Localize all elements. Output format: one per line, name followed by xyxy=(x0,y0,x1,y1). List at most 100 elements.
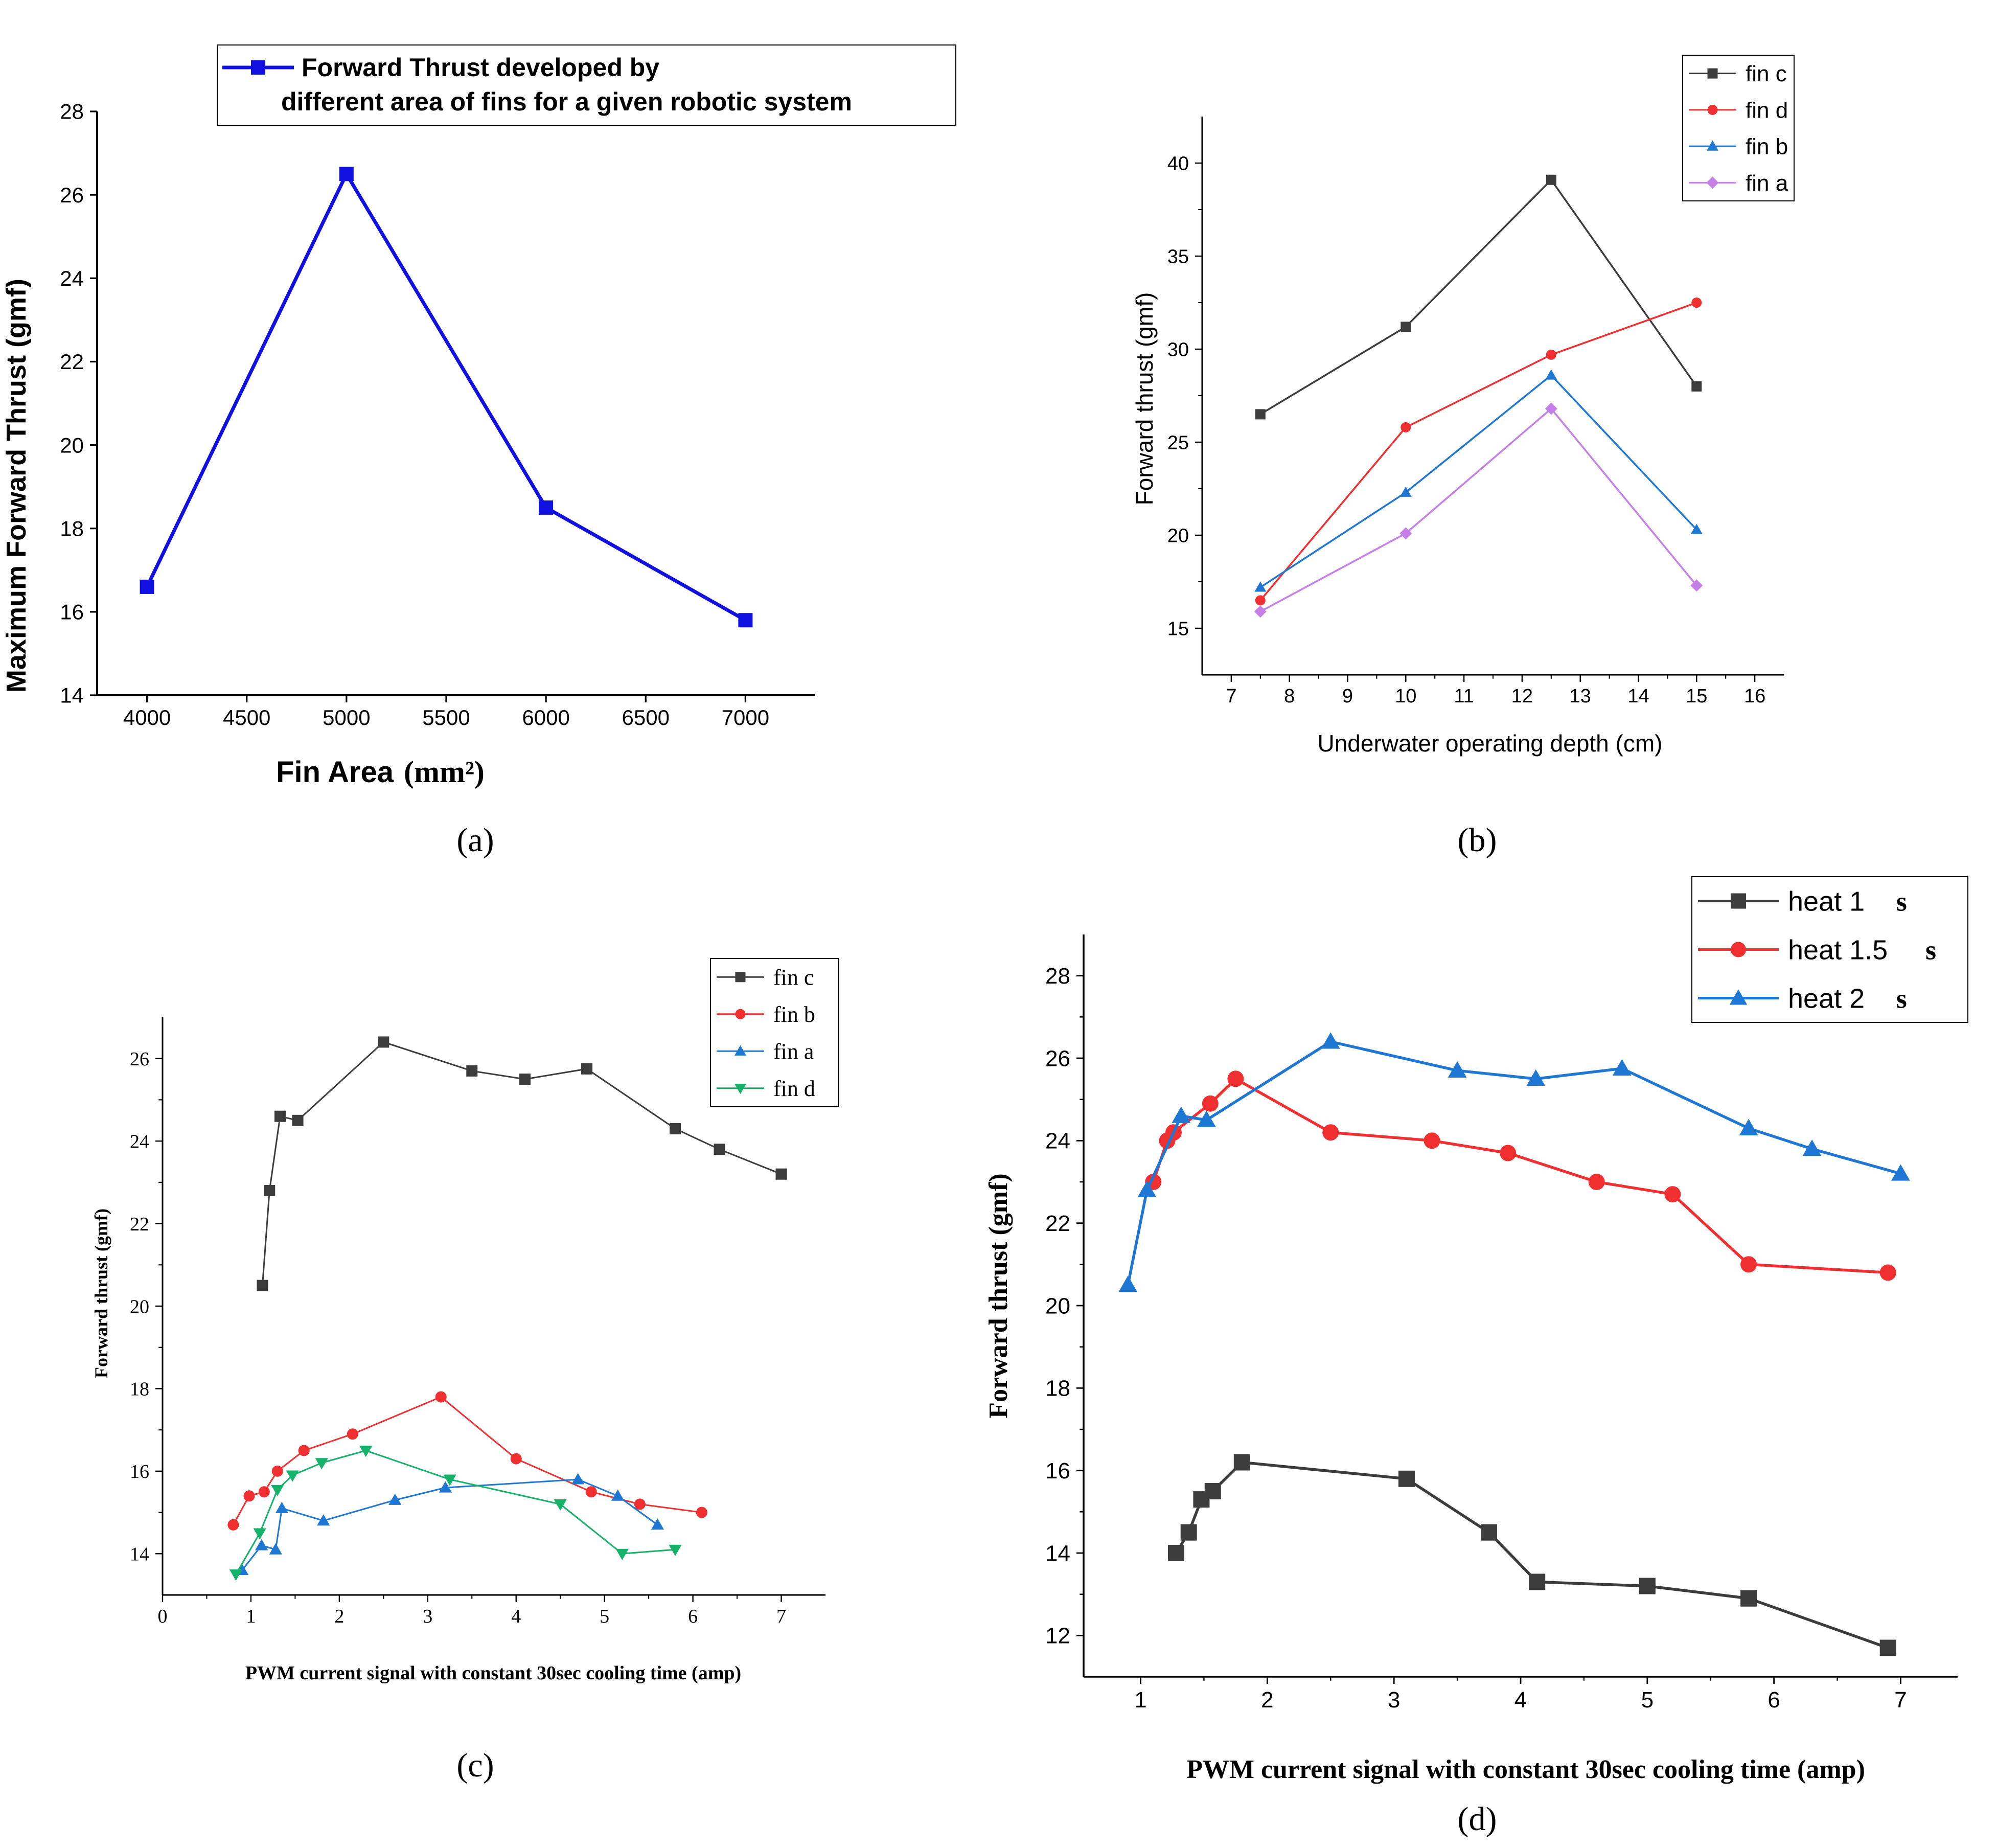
chart-a-y-tick-label: 28 xyxy=(60,100,84,124)
chart-c-y-tick-label: 18 xyxy=(130,1379,149,1400)
chart-b-y-tick-label: 25 xyxy=(1167,432,1189,453)
chart-d-y-tick-label: 26 xyxy=(1045,1046,1070,1071)
chart-c-data-point xyxy=(271,1485,284,1496)
chart-d-legend-marker xyxy=(1731,893,1746,909)
chart-c-series-line xyxy=(235,1450,676,1575)
chart-d-y-tick-label: 28 xyxy=(1045,964,1070,989)
chart-c-y-tick-label: 20 xyxy=(130,1296,149,1317)
chart-c-legend-marker xyxy=(734,1045,746,1056)
chart-b-data-point xyxy=(1399,486,1412,497)
chart-b-x-tick-label: 8 xyxy=(1284,686,1295,707)
chart-c-legend: fin c fin b fin a fin d xyxy=(710,958,839,1107)
chart-a-ylabel: Maximum Forward Thrust (gmf) xyxy=(1,279,32,693)
chart-c-data-point xyxy=(571,1473,585,1485)
chart-b-x-tick-label: 13 xyxy=(1570,686,1591,707)
chart-a-x-tick-label: 5500 xyxy=(422,705,470,729)
chart-b-data-point xyxy=(1546,349,1556,360)
chart-d-data-point xyxy=(1891,1164,1910,1181)
chart-b-series-fin-a xyxy=(1254,402,1703,618)
chart-b-legend-label: fin c xyxy=(1746,61,1787,86)
chart-c-data-point xyxy=(292,1114,304,1126)
chart-b-series-line xyxy=(1259,179,1697,415)
chart-d-x-tick-label: 6 xyxy=(1768,1687,1780,1713)
chart-b-data-point xyxy=(1254,581,1267,592)
chart-a-data-point xyxy=(738,613,753,628)
chart-c-x-tick-label: 5 xyxy=(600,1606,609,1627)
chart-d-data-point xyxy=(1137,1180,1157,1197)
chart-c-data-point xyxy=(347,1428,358,1440)
chart-d-data-point xyxy=(1879,1264,1896,1281)
chart-a-data-point xyxy=(140,579,154,594)
chart-a-series-line xyxy=(145,172,747,622)
chart-a-data-point xyxy=(339,167,354,181)
chart-d-data-point xyxy=(1202,1095,1219,1112)
chart-c-x-tick-label: 2 xyxy=(334,1606,344,1627)
chart-b-data-point xyxy=(1254,605,1267,618)
chart-d-data-point xyxy=(1526,1069,1546,1086)
chart-d-data-point xyxy=(1588,1174,1605,1190)
chart-d-data-point xyxy=(1322,1124,1339,1141)
chart-d-legend-unit: s xyxy=(1925,934,1936,965)
chart-c-x-tick-label: 0 xyxy=(158,1606,168,1627)
chart-c-data-point xyxy=(651,1518,664,1530)
chart-d-data-point xyxy=(1197,1110,1216,1127)
chart-c-xlabel: PWM current signal with constant 30sec c… xyxy=(245,1662,741,1684)
chart-d-data-point xyxy=(1118,1275,1138,1292)
chart-c-legend-label: fin b xyxy=(773,1002,815,1027)
chart-b-data-point xyxy=(1690,579,1703,592)
chart-c-data-point xyxy=(519,1074,531,1085)
chart-b-data-point xyxy=(1255,409,1266,420)
chart-d-data-point xyxy=(1172,1106,1191,1123)
chart-b-data-point xyxy=(1546,174,1556,185)
chart-d-legend-unit: s xyxy=(1896,983,1907,1014)
chart-c-data-point xyxy=(227,1519,239,1531)
chart-a-x-tick-label: 5000 xyxy=(323,705,370,729)
chart-d-y-tick-label: 16 xyxy=(1045,1458,1070,1484)
chart-c-legend-marker xyxy=(734,1084,746,1094)
chart-b-series-fin-c xyxy=(1255,174,1702,420)
panel-a: 4000 4500 5000 5500 6000 6500 7000 14 16 18 20 22 24… xyxy=(1,44,956,859)
chart-c-data-point xyxy=(581,1063,593,1075)
chart-c-x-tick-label: 7 xyxy=(776,1606,786,1627)
panel-b-caption: (b) xyxy=(1458,822,1497,859)
chart-a-y-tick-label: 26 xyxy=(60,183,84,207)
chart-b-y-tick-label: 40 xyxy=(1167,153,1189,174)
chart-c-data-point xyxy=(257,1280,268,1291)
chart-b-x-tick-label: 16 xyxy=(1744,686,1765,707)
chart-c-data-point xyxy=(253,1528,266,1540)
chart-c-data-point xyxy=(275,1501,289,1513)
chart-c-series-fin-b xyxy=(227,1391,707,1531)
chart-a-xlabel-unit: (mm²) xyxy=(404,755,485,789)
chart-c-y-tick-label: 14 xyxy=(130,1544,149,1565)
chart-b-legend-box xyxy=(1682,55,1795,201)
chart-c-data-point xyxy=(255,1539,268,1550)
chart-d-data-point xyxy=(1612,1059,1632,1076)
panel-c-caption: (c) xyxy=(456,1747,494,1784)
chart-b-data-point xyxy=(1399,527,1412,540)
chart-b-x-tick-label: 7 xyxy=(1226,686,1236,707)
chart-d-data-point xyxy=(1500,1145,1517,1161)
chart-c-data-point xyxy=(466,1065,478,1077)
chart-d-legend: heat 1 s heat 1.5 s heat 2 s xyxy=(1691,876,1968,1023)
chart-b-data-point xyxy=(1255,595,1266,606)
chart-c-data-point xyxy=(298,1445,310,1456)
chart-d-y-tick-label: 14 xyxy=(1045,1541,1070,1566)
chart-d-data-point xyxy=(1321,1032,1340,1049)
chart-d-y-tick-label: 18 xyxy=(1045,1376,1070,1401)
chart-b-y-tick-label: 15 xyxy=(1167,618,1189,640)
chart-c-data-point xyxy=(611,1489,625,1501)
chart-c-x-tick-label: 6 xyxy=(688,1606,698,1627)
chart-c-data-point xyxy=(378,1036,389,1048)
chart-c-series-fin-a xyxy=(235,1473,664,1576)
chart-a: 4000 4500 5000 5500 6000 6500 7000 14 16 18 20 22 24… xyxy=(60,44,956,729)
chart-d-data-point xyxy=(1167,1545,1184,1561)
chart-c-data-point xyxy=(315,1458,328,1470)
chart-a-legend: Forward Thrust developed by different are… xyxy=(217,44,956,126)
chart-d-data-point xyxy=(1398,1470,1415,1487)
chart-a-y-tick-label: 18 xyxy=(60,516,84,540)
chart-a-y-tick-label: 24 xyxy=(60,266,84,290)
chart-a-y-tick-label: 22 xyxy=(60,350,84,374)
